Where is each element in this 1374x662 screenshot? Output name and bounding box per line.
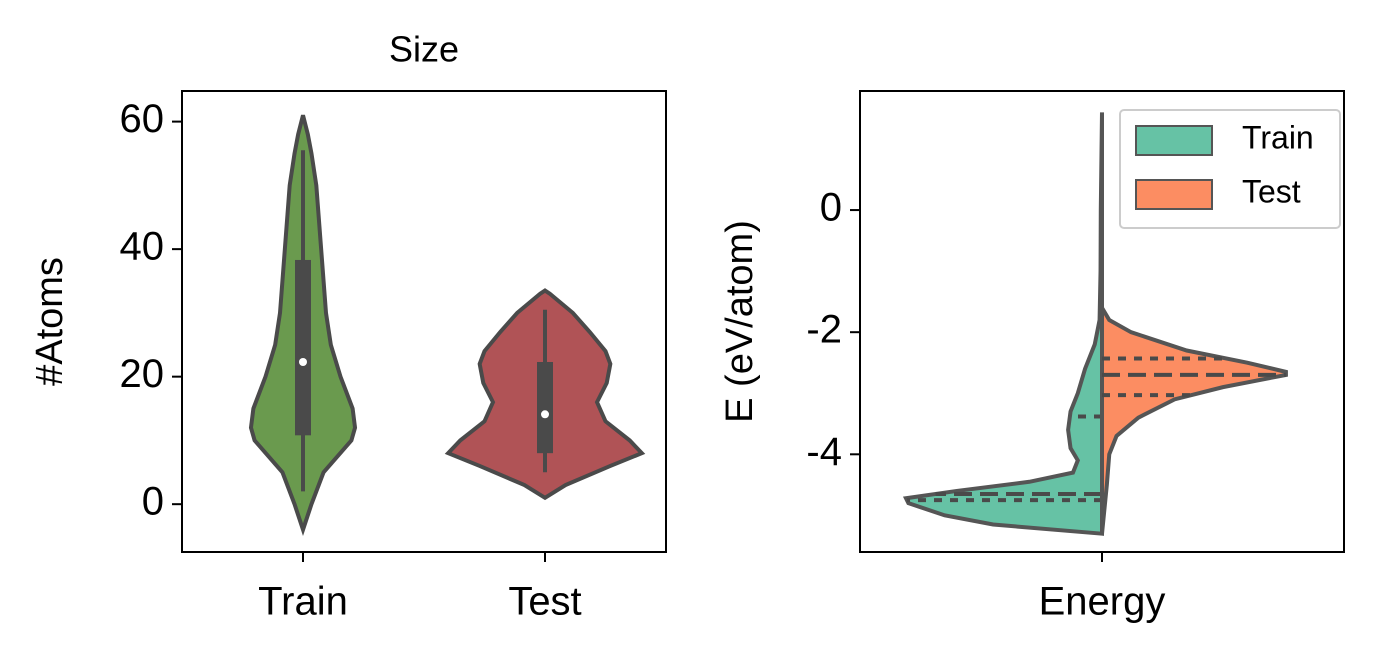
y-tick-label: 60: [120, 97, 165, 141]
median: [299, 357, 307, 366]
y-tick-label: 0: [142, 480, 164, 524]
y-axis-label: #Atoms: [29, 257, 71, 386]
plot-frame: [859, 90, 1345, 553]
box: [537, 361, 553, 454]
box: [295, 259, 311, 436]
y-tick-label: 0: [820, 186, 842, 230]
chart-title: Size: [389, 29, 459, 70]
legend-swatch: [1135, 125, 1213, 156]
y-tick-label: -2: [806, 308, 842, 352]
legend-label: Train: [1242, 119, 1314, 155]
x-tick-label: Test: [508, 580, 581, 624]
y-tick-label: 40: [120, 225, 165, 269]
plot-frame: [181, 90, 667, 553]
y-tick-label: 20: [120, 352, 165, 396]
y-tick-label: -4: [806, 430, 842, 474]
median: [541, 410, 549, 419]
violin-half: [1100, 300, 1288, 534]
violin-half: [902, 112, 1104, 536]
legend-swatch: [1135, 179, 1213, 210]
x-tick-label: Train: [258, 580, 348, 624]
x-tick-label: Energy: [1039, 580, 1166, 624]
legend-label: Test: [1242, 173, 1301, 209]
y-axis-label: E (eV/atom): [719, 220, 761, 423]
